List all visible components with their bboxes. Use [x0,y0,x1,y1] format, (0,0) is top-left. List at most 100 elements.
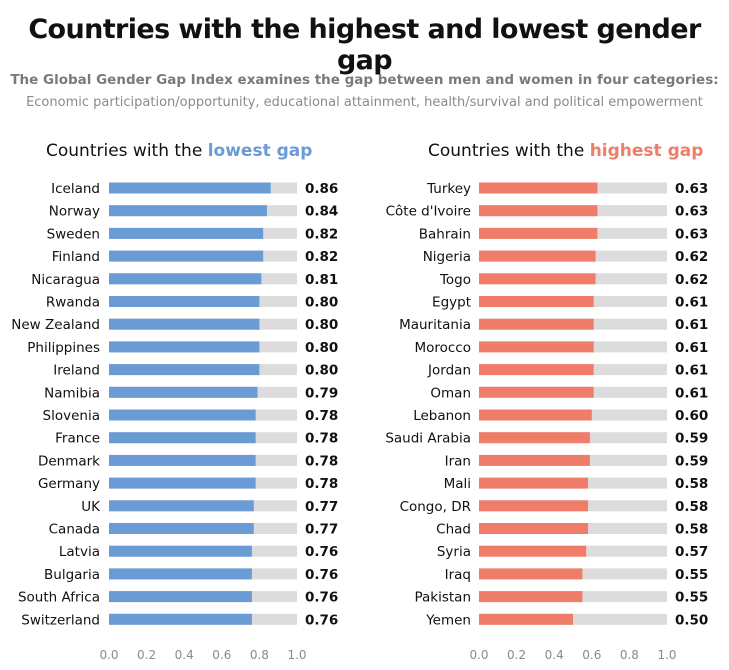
highest-gap-panel-title: Countries with the highest gap [428,141,703,161]
highest-bar [479,341,594,353]
lowest-value-label: 0.80 [305,363,338,379]
highest-value-label: 0.60 [675,408,708,424]
highest-category-label: Yemen [425,612,471,628]
highest-category-label: Pakistan [414,590,471,606]
lowest-value-label: 0.80 [305,295,338,311]
lowest-value-label: 0.77 [305,499,338,515]
highest-bar [479,523,589,534]
highest-value-label: 0.59 [675,453,708,469]
highest-category-label: Jordan [427,363,471,379]
highest-bar [479,545,587,557]
lowest-value-label: 0.82 [305,249,338,265]
lowest-bar [109,227,264,239]
lowest-category-label: Iceland [51,181,100,197]
highest-category-label: Côte d'Ivoire [386,204,471,220]
highest-x-tick-label: 0.4 [545,648,564,662]
highest-bar [479,227,598,239]
lowest-category-label: Namibia [44,385,100,401]
highest-x-tick-label: 0.0 [469,648,488,662]
lowest-bar [109,568,252,580]
lowest-value-label: 0.76 [305,567,338,583]
highest-bar [479,273,596,285]
lowest-value-label: 0.76 [305,544,338,560]
highest-bar [479,568,583,580]
highest-category-label: Iran [445,453,471,469]
highest-bar [479,364,594,376]
lowest-category-label: Rwanda [46,295,100,311]
lowest-value-label: 0.76 [305,590,338,606]
lowest-category-label: South Africa [18,590,100,606]
lowest-value-label: 0.80 [305,340,338,356]
highest-value-label: 0.58 [675,522,708,538]
lowest-value-label: 0.76 [305,612,338,628]
lowest-x-tick-label: 0.2 [137,648,156,662]
lowest-value-label: 0.79 [305,385,338,401]
lowest-category-label: Germany [38,476,100,492]
highest-bar [479,205,598,217]
lowest-gap-panel-title: Countries with the lowest gap [46,141,312,161]
lowest-category-label: Denmark [38,453,100,469]
lowest-bar [109,318,260,330]
highest-category-label: Mali [444,476,471,492]
lowest-bar [109,386,258,398]
highest-gap-title-prefix: Countries with the [428,141,590,161]
subtitle-line-2: Economic participation/opportunity, educ… [26,95,703,110]
highest-x-tick-label: 0.6 [582,648,601,662]
lowest-value-label: 0.78 [305,408,338,424]
lowest-value-label: 0.78 [305,453,338,469]
lowest-gap-title-prefix: Countries with the [46,141,208,161]
lowest-bar [109,205,267,217]
lowest-value-label: 0.80 [305,317,338,333]
highest-category-label: Mauritania [399,317,471,333]
lowest-category-label: France [55,431,100,447]
highest-category-label: Congo, DR [400,499,471,515]
highest-category-label: Oman [430,385,471,401]
highest-bar [479,250,596,262]
highest-value-label: 0.61 [675,340,708,356]
highest-category-label: Saudi Arabia [385,431,471,447]
lowest-category-label: Sweden [47,226,100,242]
chart-title: Countries with the highest and lowest ge… [28,14,701,76]
lowest-x-tick-label: 0.8 [250,648,269,662]
highest-value-label: 0.61 [675,385,708,401]
lowest-category-label: Bulgaria [44,567,100,583]
subtitle-line-1: The Global Gender Gap Index examines the… [10,72,719,88]
highest-x-tick-label: 0.8 [620,648,639,662]
lowest-value-label: 0.81 [305,272,338,288]
highest-value-label: 0.61 [675,295,708,311]
highest-value-label: 0.63 [675,204,708,220]
highest-value-label: 0.57 [675,544,708,560]
highest-category-label: Bahrain [419,226,471,242]
highest-gap-title-highlight: highest gap [589,141,704,161]
highest-category-label: Iraq [445,567,471,583]
lowest-x-tick-label: 0.4 [175,648,194,662]
highest-value-label: 0.61 [675,317,708,333]
lowest-bar [109,500,254,512]
lowest-category-label: Switzerland [21,612,100,628]
lowest-x-tick-label: 0.6 [212,648,231,662]
lowest-category-label: Philippines [27,340,100,356]
highest-bar [479,500,589,512]
highest-category-label: Chad [436,522,471,538]
highest-category-label: Nigeria [423,249,471,265]
lowest-value-label: 0.82 [305,226,338,242]
highest-category-label: Egypt [432,295,471,311]
lowest-value-label: 0.78 [305,476,338,492]
highest-category-label: Morocco [414,340,471,356]
highest-value-label: 0.55 [675,590,708,606]
lowest-bar [109,273,262,285]
lowest-x-tick-label: 0.0 [99,648,118,662]
lowest-bar [109,454,256,466]
highest-value-label: 0.63 [675,181,708,197]
lowest-bar [109,364,260,376]
highest-bar [479,386,594,398]
lowest-category-label: Canada [49,522,100,538]
lowest-bar [109,613,252,625]
lowest-value-label: 0.84 [305,204,338,220]
highest-category-label: Lebanon [413,408,471,424]
highest-value-label: 0.62 [675,272,708,288]
highest-bar [479,613,573,625]
lowest-bar [109,432,256,444]
highest-value-label: 0.61 [675,363,708,379]
